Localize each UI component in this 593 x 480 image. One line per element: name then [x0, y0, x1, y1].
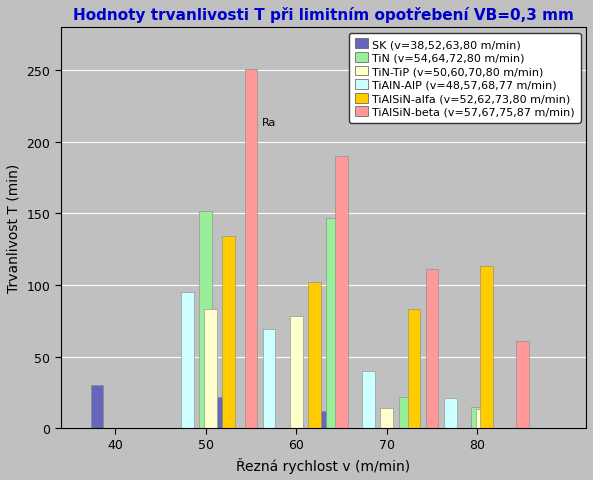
Bar — [308, 283, 321, 428]
Bar — [91, 385, 103, 428]
Bar — [181, 292, 194, 428]
Bar — [335, 157, 348, 428]
Bar — [204, 310, 216, 428]
Bar — [381, 408, 393, 428]
Legend: SK (v=38,52,63,80 m/min), TiN (v=54,64,72,80 m/min), TiN-TiP (v=50,60,70,80 m/mi: SK (v=38,52,63,80 m/min), TiN (v=54,64,7… — [349, 34, 581, 123]
X-axis label: Řezná rychlost v (m/min): Řezná rychlost v (m/min) — [237, 457, 410, 473]
Bar — [407, 310, 420, 428]
Y-axis label: Trvanlivost T (min): Trvanlivost T (min) — [7, 164, 21, 293]
Bar — [471, 421, 484, 428]
Text: Ra: Ra — [262, 118, 276, 127]
Bar — [263, 330, 275, 428]
Bar — [517, 341, 529, 428]
Bar — [317, 411, 330, 428]
Bar — [222, 237, 235, 428]
Bar — [199, 211, 212, 428]
Title: Hodnoty trvanlivosti T při limitním opotřebení VB=0,3 mm: Hodnoty trvanlivosti T při limitním opot… — [73, 7, 574, 23]
Bar — [326, 218, 339, 428]
Bar — [444, 398, 457, 428]
Bar — [476, 409, 488, 428]
Bar — [426, 270, 438, 428]
Bar — [471, 407, 484, 428]
Bar — [398, 397, 412, 428]
Bar — [290, 317, 302, 428]
Bar — [245, 70, 257, 428]
Bar — [480, 267, 493, 428]
Bar — [362, 371, 375, 428]
Bar — [218, 397, 230, 428]
